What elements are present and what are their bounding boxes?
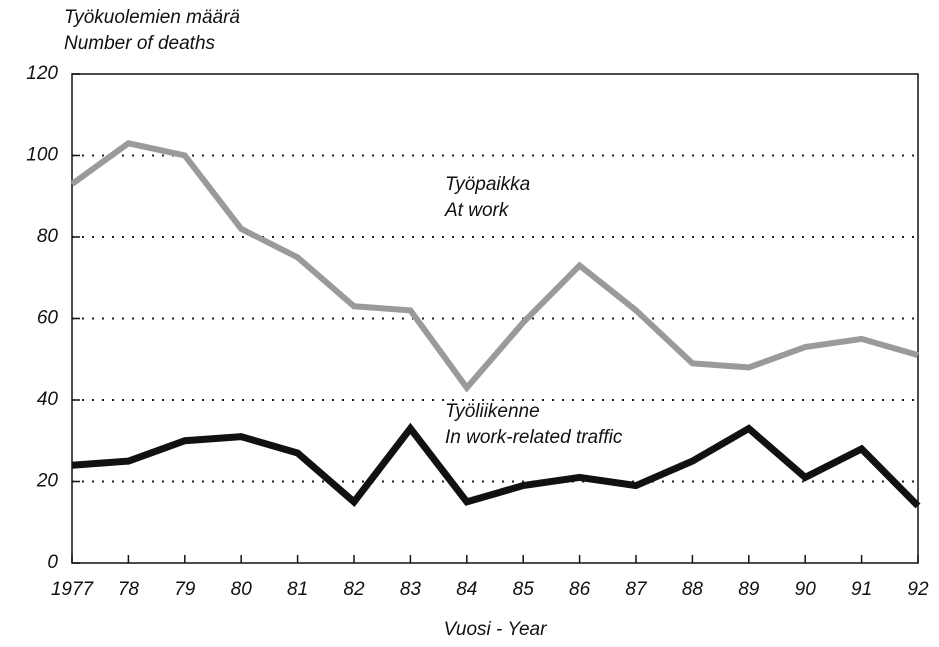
y-tick-label: 20 [36,471,59,492]
x-tick-label: 89 [738,579,760,600]
series-label: At work [444,200,510,221]
x-tick-label: 82 [343,579,365,600]
x-tick-label: 83 [400,579,422,600]
y-tick-label: 100 [26,145,58,166]
y-tick-label: 60 [37,308,59,329]
y-tick-label: 80 [37,226,59,247]
y-tick-label: 40 [37,389,59,410]
x-tick-label: 84 [456,579,477,600]
y-tick-label: 120 [26,63,58,84]
series-label: Työpaikka [445,174,530,195]
series-label: In work-related traffic [445,427,623,448]
x-tick-label: 86 [569,579,591,600]
x-tick-label: 78 [118,579,140,600]
x-tick-label: 80 [231,579,253,600]
data-line [70,140,919,393]
x-tick-label: 1977 [51,579,95,600]
x-tick-label: 90 [795,579,817,600]
y-tick-label: 0 [47,552,58,573]
x-tick-label: 81 [287,579,308,600]
x-tick-label: 91 [851,579,872,600]
series-label: Työliikenne [445,401,540,422]
x-axis-title: Vuosi - Year [444,619,547,640]
data-line [71,422,921,509]
y-axis-title: Työkuolemien määrä [64,7,240,28]
x-tick-label: 87 [625,579,648,600]
x-tick-label: 79 [174,579,196,600]
x-tick-label: 85 [513,579,535,600]
x-tick-label: 92 [907,579,929,600]
x-tick-label: 88 [682,579,704,600]
y-axis-title: Number of deaths [64,33,216,54]
plot-frame [71,73,919,564]
